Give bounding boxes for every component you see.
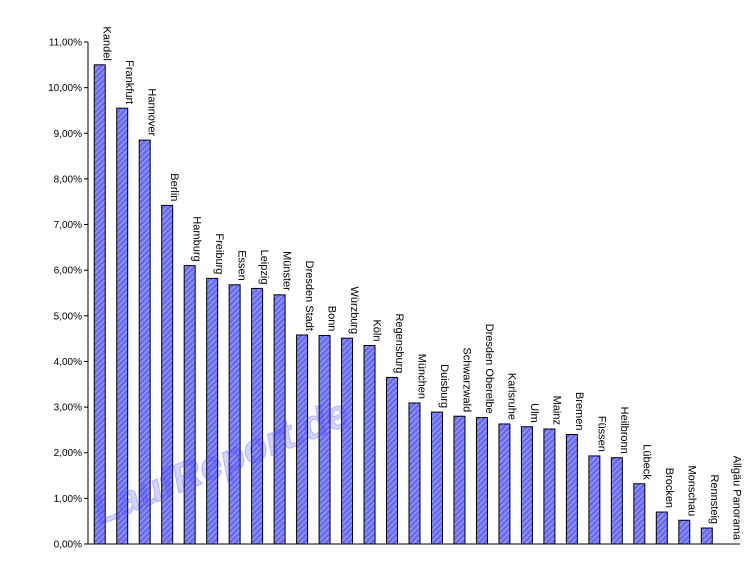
y-axis: 0,00% 1,00% 2,00% 3,00% 4,00% 5,00% 6,00% 7,00%… xyxy=(48,38,740,551)
bar xyxy=(183,265,196,545)
category-label: Karlsruhe xyxy=(505,373,517,420)
category-label: Berlin xyxy=(168,173,180,201)
y-tick-label: 10,00% xyxy=(48,83,82,94)
category-label: Füssen xyxy=(595,416,607,452)
category-label: Köln xyxy=(371,319,383,341)
bar xyxy=(588,455,601,545)
category-label: Leipzig xyxy=(258,250,270,285)
bar xyxy=(318,334,331,545)
category-label: Bremen xyxy=(573,392,585,431)
category-label: Bonn xyxy=(326,306,338,332)
y-tick-label: 9,00% xyxy=(54,129,82,140)
bar xyxy=(565,433,578,545)
category-label: München xyxy=(416,354,428,399)
bar xyxy=(273,294,286,545)
category-label: Mainz xyxy=(550,396,562,425)
bar xyxy=(678,519,691,545)
category-labels: Kandel Frankfurt Hannover Berlin Hamburg Frei… xyxy=(101,27,743,541)
y-tick-label: 0,00% xyxy=(54,540,82,551)
category-label: Heilbronn xyxy=(618,407,630,454)
category-label: Rennsteig xyxy=(708,474,720,524)
y-tick-label: 4,00% xyxy=(54,357,82,368)
category-label: Ulm xyxy=(528,403,540,423)
bar xyxy=(655,511,668,545)
category-label: Essen xyxy=(236,250,248,281)
bar xyxy=(543,428,556,545)
category-label: Dresden Stadt xyxy=(303,261,315,331)
category-label: Brocken xyxy=(663,468,675,508)
bar xyxy=(453,415,466,545)
category-label: Freiburg xyxy=(213,233,225,274)
category-label: Allgäu Panorama xyxy=(730,456,742,541)
bar xyxy=(206,277,219,545)
bar xyxy=(700,527,713,545)
y-tick-label: 3,00% xyxy=(54,403,82,414)
bars xyxy=(93,64,713,545)
category-label: Hannover xyxy=(146,88,158,136)
y-tick-label: 8,00% xyxy=(54,174,82,185)
bar xyxy=(363,344,376,545)
bar xyxy=(498,423,511,545)
y-tick-label: 2,00% xyxy=(54,448,82,459)
category-label: Monschau xyxy=(685,466,697,517)
y-tick-label: 7,00% xyxy=(54,220,82,231)
bar xyxy=(475,417,488,545)
category-label: Lübeck xyxy=(640,444,652,480)
category-label: Kandel xyxy=(101,27,113,61)
bar xyxy=(610,457,623,545)
bar xyxy=(296,334,309,545)
y-tick-label: 11,00% xyxy=(49,38,82,49)
category-label: Dresden Oberelbe xyxy=(483,324,495,414)
y-tick-label: 5,00% xyxy=(54,311,82,322)
bar xyxy=(341,337,354,545)
y-tick-label: 1,00% xyxy=(54,494,82,505)
bar xyxy=(138,139,151,545)
y-tick-label: 6,00% xyxy=(54,266,82,277)
category-label: Hamburg xyxy=(191,216,203,261)
category-label: Münster xyxy=(281,251,293,291)
bar xyxy=(633,483,646,545)
category-label: Schwarzwald xyxy=(460,347,472,412)
bar xyxy=(430,411,443,545)
bar xyxy=(93,64,106,545)
category-label: Regensburg xyxy=(393,313,405,373)
category-label: Duisburg xyxy=(438,364,450,408)
bar xyxy=(161,204,174,545)
bar xyxy=(116,107,129,545)
bar xyxy=(520,426,533,545)
bar xyxy=(228,284,241,545)
bar xyxy=(408,402,421,545)
bar xyxy=(386,376,399,545)
category-label: Frankfurt xyxy=(123,60,135,104)
category-label: Würzburg xyxy=(348,286,360,334)
bar xyxy=(251,287,264,545)
